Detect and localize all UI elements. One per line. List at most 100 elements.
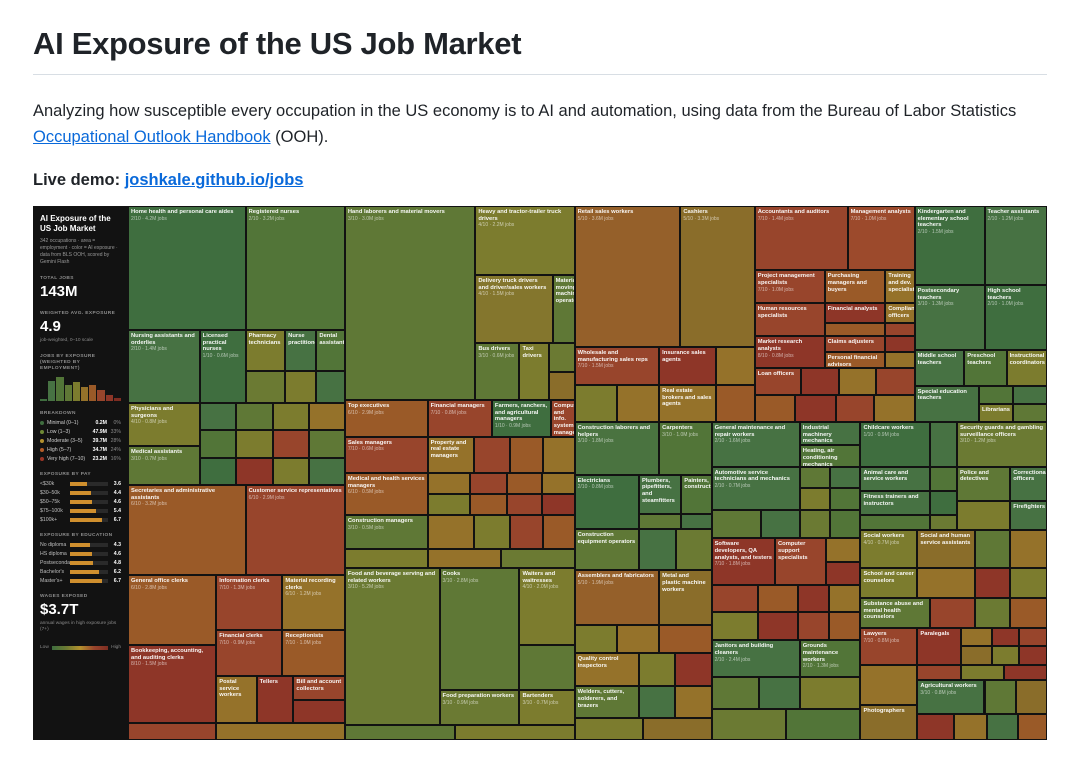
- treemap-tile: [199, 403, 237, 431]
- treemap-tile: [824, 322, 886, 337]
- tile-sublabel: 3/10 · 1.0M jobs: [662, 431, 699, 438]
- treemap-tile: Security guards and gambling surveillanc…: [956, 421, 1047, 467]
- breakdown-row: Moderate (3–5) 39.7M 28%: [40, 438, 121, 444]
- tile-sublabel: 3/10 · 0.7M jobs: [131, 455, 167, 462]
- edu-row: Postsecondary 4.8: [40, 560, 121, 566]
- histogram-bar: [89, 385, 97, 401]
- treemap-tile: [309, 430, 345, 458]
- edu-row-label: Postsecondary: [40, 560, 75, 567]
- tile-label: Compliance officers: [888, 306, 915, 319]
- treemap-tile: [506, 493, 542, 516]
- treemap-tile: [885, 322, 915, 337]
- tile-label: School and career counselors: [863, 571, 914, 584]
- tile-label: Sales managers: [347, 439, 393, 446]
- tile-label: Customer service representatives: [248, 487, 342, 494]
- treemap-tile: Welders, cutters, solderers, and brazers: [574, 686, 639, 719]
- pay-row: $30–50k 4.4: [40, 490, 121, 496]
- treemap-tile: Construction equipment operators: [574, 529, 639, 571]
- edu-row-value: 4.6: [113, 551, 121, 558]
- tile-label: Training and dev. specialists: [888, 273, 913, 293]
- treemap-tile: [830, 488, 861, 510]
- treemap-tile: [786, 708, 861, 741]
- treemap-tile: [797, 612, 830, 641]
- avg-exposure-label: Weighted avg. exposure: [40, 310, 116, 316]
- tile-label: Material moving machine operators: [555, 278, 575, 304]
- tile-label: Registered nurses: [248, 209, 300, 216]
- legend-low-label: Low: [40, 645, 49, 651]
- tile-sublabel: 7/10 · 0.6M jobs: [347, 446, 384, 453]
- color-legend: Low High: [40, 643, 121, 651]
- histogram-label: Jobs by exposure (weighted by employment…: [40, 353, 96, 372]
- edu-row-bar: [70, 561, 108, 566]
- pay-row-label: $75–100k: [40, 508, 63, 514]
- tile-label: Agricultural workers: [920, 683, 977, 690]
- tile-sublabel: 4/10 · 0.7M jobs: [863, 539, 900, 546]
- tile-sublabel: 2/10 · 1.3M jobs: [802, 663, 839, 670]
- pay-row-value: 4.4: [113, 490, 121, 496]
- histogram-bar: [81, 387, 89, 401]
- ooh-link[interactable]: Occupational Outlook Handbook: [33, 127, 271, 146]
- treemap-tile: Grounds maintenance workers 2/10 · 1.3M j…: [799, 640, 861, 678]
- tile-label: Cashiers: [683, 209, 708, 216]
- tile-label: Bartenders: [522, 692, 554, 699]
- treemap-tile: [1015, 680, 1047, 715]
- treemap-tile: Licensed practical nurses 1/10 · 0.6M job…: [199, 330, 246, 404]
- edu-row-value: 4.8: [113, 560, 121, 567]
- tile-sublabel: 7/10 · 0.9M jobs: [219, 639, 256, 646]
- treemap-tile: Automotive service technicians and mecha…: [711, 466, 800, 510]
- tile-label: Claims adjusters: [827, 339, 874, 346]
- treemap-tile: Waiters and waitresses 4/10 · 2.0M jobs: [519, 568, 575, 646]
- treemap-tile: [799, 677, 861, 709]
- treemap-tile: [1012, 403, 1047, 422]
- treemap-tile: [285, 370, 317, 404]
- pay-row-bar: [70, 518, 108, 522]
- tile-sublabel: 7/10 · 1.4M jobs: [757, 215, 794, 222]
- tile-label: Tellers: [259, 679, 278, 686]
- pay-row-value: 4.6: [113, 499, 121, 505]
- treemap-tile: Carpenters 3/10 · 1.0M jobs: [659, 421, 712, 475]
- treemap-tile: Delivery truck drivers and driver/sales …: [475, 275, 553, 344]
- edu-row-bar: [70, 552, 108, 557]
- tile-label: Personal financial advisors: [827, 355, 878, 369]
- treemap-tile: [987, 714, 1018, 741]
- viz-sidebar: AI Exposure of the US Job Market 342 occ…: [33, 206, 128, 741]
- treemap-tile: [876, 368, 915, 396]
- tile-label: Preschool teachers: [967, 353, 996, 366]
- treemap-tile: [711, 677, 760, 709]
- treemap-tile: [473, 436, 511, 474]
- legend-gradient: [51, 645, 109, 650]
- treemap-tile: [638, 686, 675, 719]
- tile-label: Lawyers: [863, 630, 887, 637]
- tile-label: Assemblers and fabricators: [577, 573, 654, 580]
- treemap-tile: Project management specialists 7/10 · 1.0…: [754, 270, 825, 304]
- tile-label: Police and detectives: [959, 469, 989, 483]
- edu-row: Master's+ 6.7: [40, 578, 121, 584]
- breakdown-row-label: Low (1–3): [47, 428, 71, 435]
- breakdown-label: Breakdown: [40, 410, 76, 416]
- treemap-tile: [839, 368, 877, 396]
- treemap-tile: [245, 370, 286, 404]
- tile-label: Industrial machinery mechanics: [802, 424, 833, 445]
- treemap-tile: Wholesale and manufacturing sales reps 7/…: [574, 347, 660, 385]
- tile-label: Social and human service assistants: [920, 533, 971, 546]
- tile-label: Bill and account collectors: [296, 679, 342, 692]
- live-demo-link[interactable]: joshkale.github.io/jobs: [124, 171, 304, 190]
- treemap-tile: [711, 708, 786, 741]
- treemap-tile: [954, 714, 988, 741]
- breakdown-row: Low (1–3) 47.9M 33%: [40, 429, 121, 435]
- edu-row-value: 6.7: [113, 578, 121, 585]
- treemap-tile: [1012, 385, 1047, 404]
- intro-text-before: Analyzing how susceptible every occupati…: [33, 102, 1017, 120]
- pay-row-bar: [70, 482, 108, 486]
- tile-sublabel: 7/10 · 0.8M jobs: [430, 409, 467, 416]
- treemap-tile: Information clerks 7/10 · 1.3M jobs: [216, 575, 283, 631]
- total-jobs-label: Total jobs: [40, 276, 74, 282]
- treemap-image[interactable]: AI Exposure of the US Job Market 342 occ…: [33, 206, 1047, 741]
- treemap-tile: [309, 403, 345, 431]
- tile-sublabel: 5/10 · 3.6M jobs: [577, 215, 614, 222]
- treemap-tile: [757, 585, 798, 613]
- treemap-tile: Bookkeeping, accounting, and auditing cl…: [128, 645, 217, 724]
- tile-label: Photographers: [863, 707, 905, 714]
- treemap-tile: [829, 612, 861, 641]
- edu-row-bar: [70, 543, 108, 548]
